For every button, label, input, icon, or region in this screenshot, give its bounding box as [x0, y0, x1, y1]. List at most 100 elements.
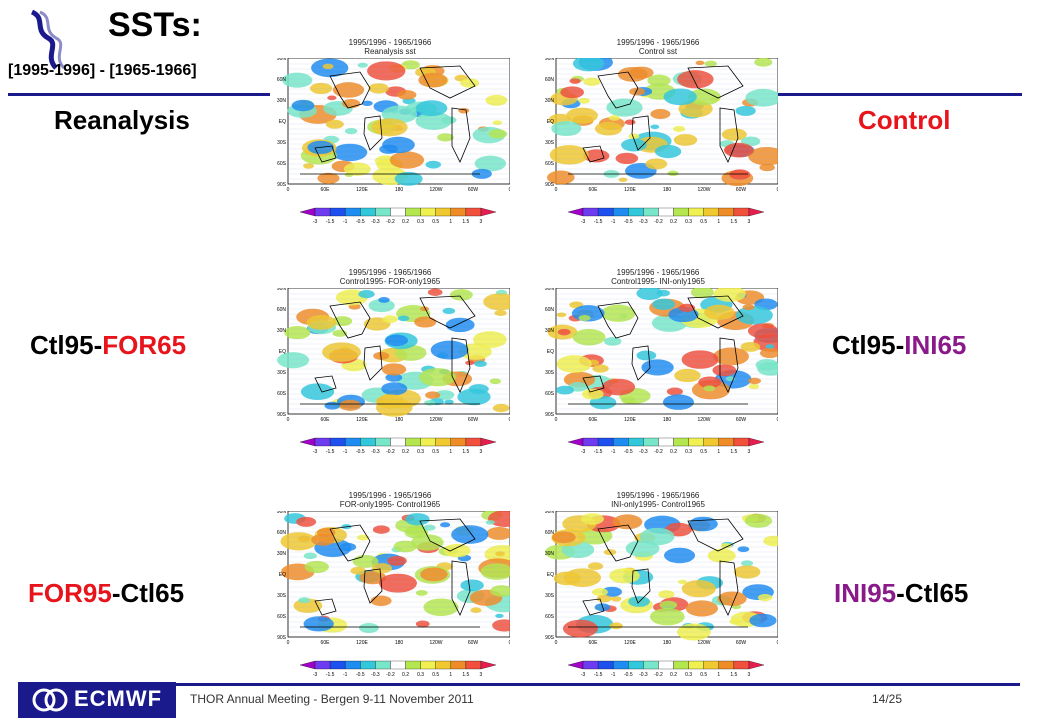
- lon-tick-label: 0: [555, 187, 558, 193]
- lon-tick-label: 60E: [589, 640, 599, 646]
- lon-tick-label: 120E: [624, 417, 636, 423]
- lat-tick-label: 60S: [277, 391, 287, 397]
- lat-tick-label: 60S: [545, 391, 555, 397]
- lat-tick-label: 90S: [277, 635, 287, 641]
- colorbar-swatch: [480, 660, 497, 670]
- panel-title: 1995/1996 - 1965/1966: [616, 491, 700, 500]
- colorbar-tick-label: 0.2: [402, 672, 409, 678]
- colorbar-tick-label: -0.2: [654, 449, 663, 455]
- colorbar-swatch: [314, 207, 331, 217]
- lon-tick-label: 0: [777, 640, 778, 646]
- label-ini65-part: INI65: [904, 330, 967, 360]
- colorbar-tick-label: -0.3: [639, 449, 648, 455]
- colorbar-swatch: [688, 660, 704, 670]
- label-ctl95-ini65: Ctl95-INI65: [832, 330, 966, 361]
- colorbar-tick-label: 1.5: [730, 449, 737, 455]
- lon-tick-label: 180: [663, 640, 672, 646]
- label-ctl95-part: Ctl95-: [30, 330, 103, 360]
- lon-tick-label: 120W: [697, 417, 710, 423]
- colorbar-swatch: [628, 207, 644, 217]
- colorbar-swatch: [718, 207, 734, 217]
- lon-tick-label: 60E: [589, 417, 599, 423]
- colorbar-swatch: [450, 437, 466, 447]
- lat-tick-label: 60N: [277, 307, 287, 313]
- lon-tick-label: 0: [509, 640, 510, 646]
- lat-tick-label: 30N: [545, 98, 555, 104]
- colorbar-swatch: [420, 437, 436, 447]
- colorbar-tick-label: -0.2: [386, 672, 395, 678]
- lon-tick-label: 180: [395, 417, 404, 423]
- colorbar-swatch: [465, 207, 482, 217]
- lat-tick-label: 60S: [545, 614, 555, 620]
- sst-map-panel: 1995/1996 - 1965/1966 INI-only1995- Contr…: [538, 485, 778, 685]
- colorbar-tick-label: 0.3: [417, 672, 424, 678]
- colorbar-swatch: [703, 437, 719, 447]
- colorbar-tick-label: -1: [611, 219, 616, 225]
- colorbar-swatch: [390, 437, 406, 447]
- lon-tick-label: 120W: [429, 187, 442, 193]
- colorbar-swatch: [330, 660, 346, 670]
- lat-tick-label: 90S: [545, 412, 555, 418]
- lon-tick-label: 120E: [624, 187, 636, 193]
- colorbar-swatch: [703, 660, 719, 670]
- colorbar-swatch: [345, 437, 361, 447]
- lat-tick-label: EQ: [279, 119, 286, 125]
- lon-tick-label: 0: [555, 417, 558, 423]
- panel-title: 1995/1996 - 1965/1966: [348, 268, 432, 277]
- colorbar-swatch: [688, 437, 704, 447]
- colorbar-tick-label: 0.5: [432, 219, 439, 225]
- colorbar-swatch: [360, 437, 376, 447]
- colorbar-swatch: [598, 207, 614, 217]
- colorbar-tick-label: 3: [748, 672, 751, 678]
- lon-tick-label: 120W: [697, 187, 710, 193]
- colorbar-swatch: [643, 437, 659, 447]
- lon-tick-label: 120W: [429, 640, 442, 646]
- colorbar-tick-label: -0.2: [386, 219, 395, 225]
- lon-tick-label: 120E: [356, 417, 368, 423]
- colorbar-swatch: [567, 437, 584, 447]
- colorbar-tick-label: -3: [581, 219, 586, 225]
- colorbar-tick-label: 1: [717, 449, 720, 455]
- lon-tick-label: 0: [777, 417, 778, 423]
- colorbar-swatch: [582, 437, 599, 447]
- label-ctl95-for65: Ctl95-FOR65: [30, 330, 186, 361]
- lat-tick-label: EQ: [279, 572, 286, 578]
- colorbar-tick-label: 3: [748, 219, 751, 225]
- ecmwf-logo-mark: [18, 682, 176, 718]
- lat-tick-label: 90N: [545, 288, 555, 292]
- colorbar-tick-label: -3: [313, 672, 318, 678]
- colorbar-tick-label: 0.5: [700, 449, 707, 455]
- lat-tick-label: EQ: [279, 349, 286, 355]
- colorbar-swatch: [405, 660, 421, 670]
- colorbar-tick-label: 3: [480, 672, 483, 678]
- footer-text: THOR Annual Meeting - Bergen 9-11 Novemb…: [190, 692, 474, 706]
- colorbar-tick-label: -1: [343, 449, 348, 455]
- colorbar-swatch: [673, 437, 689, 447]
- colorbar-swatch: [658, 437, 674, 447]
- lat-tick-label: 60N: [545, 307, 555, 313]
- lon-tick-label: 60W: [736, 187, 747, 193]
- ecmwf-logo: ECMWF: [18, 682, 176, 718]
- label-ctl95-part: Ctl95-: [832, 330, 905, 360]
- colorbar-tick-label: -0.3: [371, 672, 380, 678]
- sst-map-panel: 1995/1996 - 1965/1966 Reanalysis sst 90N 60…: [270, 32, 510, 232]
- lon-tick-label: 60E: [321, 640, 331, 646]
- lat-tick-label: 60N: [545, 77, 555, 83]
- lon-tick-label: 0: [777, 187, 778, 193]
- colorbar-swatch: [718, 660, 734, 670]
- colorbar-swatch: [330, 207, 346, 217]
- colorbar-swatch: [450, 207, 466, 217]
- colorbar-swatch: [582, 207, 599, 217]
- colorbar-swatch: [733, 207, 750, 217]
- lat-tick-label: 90S: [277, 412, 287, 418]
- colorbar-tick-label: -1.5: [326, 672, 335, 678]
- lon-tick-label: 0: [287, 640, 290, 646]
- colorbar-swatch: [733, 660, 750, 670]
- colorbar-swatch: [643, 660, 659, 670]
- colorbar-swatch: [299, 207, 316, 217]
- colorbar-swatch: [330, 437, 346, 447]
- colorbar-swatch: [628, 437, 644, 447]
- panel-subtitle: Control sst: [638, 47, 678, 56]
- lon-tick-label: 180: [395, 640, 404, 646]
- colorbar-swatch: [375, 437, 391, 447]
